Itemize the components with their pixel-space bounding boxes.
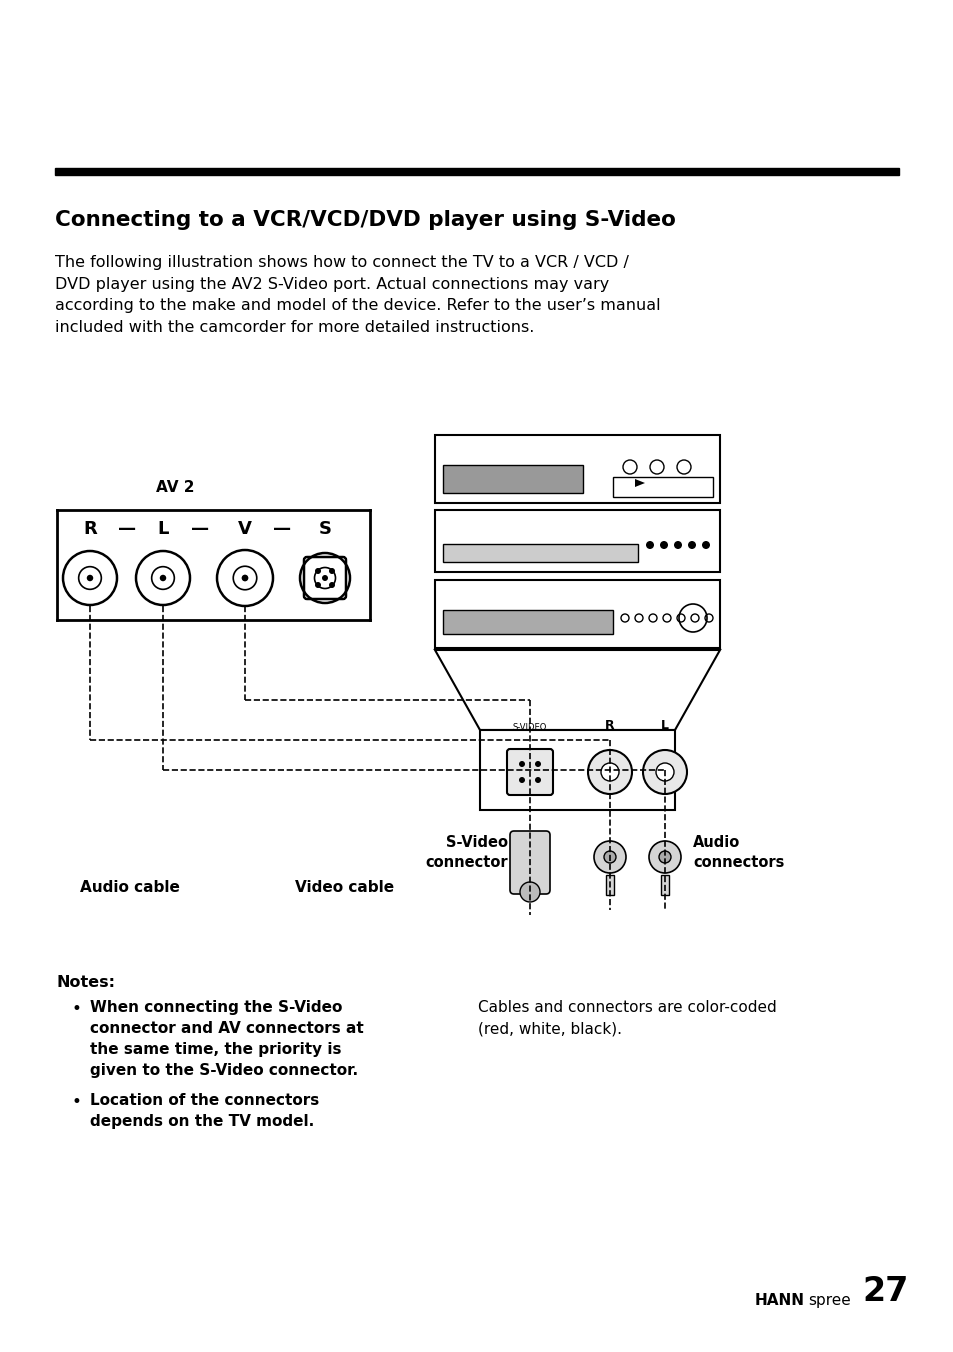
Bar	[613, 477, 712, 498]
Text: Cables and connectors are color-coded
(red, white, black).: Cables and connectors are color-coded (r…	[477, 1000, 776, 1036]
Circle shape	[314, 581, 320, 588]
Text: R: R	[83, 521, 97, 538]
Circle shape	[659, 850, 670, 863]
Text: —: —	[191, 521, 209, 538]
Text: Location of the connectors
depends on the TV model.: Location of the connectors depends on th…	[90, 1092, 319, 1129]
Circle shape	[518, 777, 524, 783]
Circle shape	[656, 763, 673, 781]
Circle shape	[587, 750, 631, 794]
Text: Audio cable: Audio cable	[80, 880, 180, 895]
Text: AV 2: AV 2	[155, 480, 194, 495]
Circle shape	[673, 541, 681, 549]
Text: —: —	[273, 521, 291, 538]
Bar	[435, 580, 720, 648]
Circle shape	[645, 541, 654, 549]
Circle shape	[642, 750, 686, 794]
FancyBboxPatch shape	[506, 749, 553, 795]
Circle shape	[329, 581, 335, 588]
Bar	[479, 730, 675, 810]
Bar	[435, 435, 720, 503]
Circle shape	[329, 568, 335, 575]
Text: Notes:: Notes:	[57, 975, 116, 990]
Circle shape	[519, 882, 539, 902]
Bar	[55, 168, 898, 174]
Circle shape	[535, 777, 540, 783]
Circle shape	[518, 761, 524, 767]
Circle shape	[159, 575, 166, 581]
Text: •: •	[71, 1000, 82, 1018]
Circle shape	[600, 763, 618, 781]
Text: HANN: HANN	[754, 1293, 804, 1307]
Bar	[605, 875, 614, 895]
Bar	[442, 544, 638, 562]
Text: Connecting to a VCR/VCD/DVD player using S-Video: Connecting to a VCR/VCD/DVD player using…	[55, 210, 675, 230]
Circle shape	[322, 575, 328, 581]
Text: S: S	[318, 521, 331, 538]
Text: Video cable: Video cable	[294, 880, 394, 895]
Polygon shape	[435, 650, 720, 730]
Text: —: —	[118, 521, 136, 538]
Bar	[442, 610, 613, 634]
Bar	[442, 465, 582, 493]
Text: L: L	[157, 521, 169, 538]
Bar	[435, 510, 720, 572]
Bar	[660, 875, 668, 895]
Circle shape	[535, 761, 540, 767]
Circle shape	[659, 541, 667, 549]
Circle shape	[241, 575, 248, 581]
Circle shape	[687, 541, 696, 549]
Circle shape	[314, 568, 320, 575]
Text: R: R	[604, 719, 614, 731]
Text: •: •	[71, 1092, 82, 1111]
Circle shape	[594, 841, 625, 873]
Text: L: L	[660, 719, 668, 731]
Text: Audio
connectors: Audio connectors	[692, 836, 783, 869]
Circle shape	[603, 850, 616, 863]
Circle shape	[648, 841, 680, 873]
Text: 27: 27	[862, 1275, 907, 1307]
Text: When connecting the S-Video
connector and AV connectors at
the same time, the pr: When connecting the S-Video connector an…	[90, 1000, 363, 1078]
FancyBboxPatch shape	[510, 831, 550, 894]
Text: V: V	[238, 521, 252, 538]
Text: S-VIDEO: S-VIDEO	[513, 723, 547, 731]
Text: S-Video
connector: S-Video connector	[425, 836, 507, 869]
Circle shape	[701, 541, 709, 549]
Circle shape	[87, 575, 93, 581]
Text: spree: spree	[807, 1293, 850, 1307]
Polygon shape	[635, 479, 644, 487]
Text: The following illustration shows how to connect the TV to a VCR / VCD /
DVD play: The following illustration shows how to …	[55, 256, 659, 335]
